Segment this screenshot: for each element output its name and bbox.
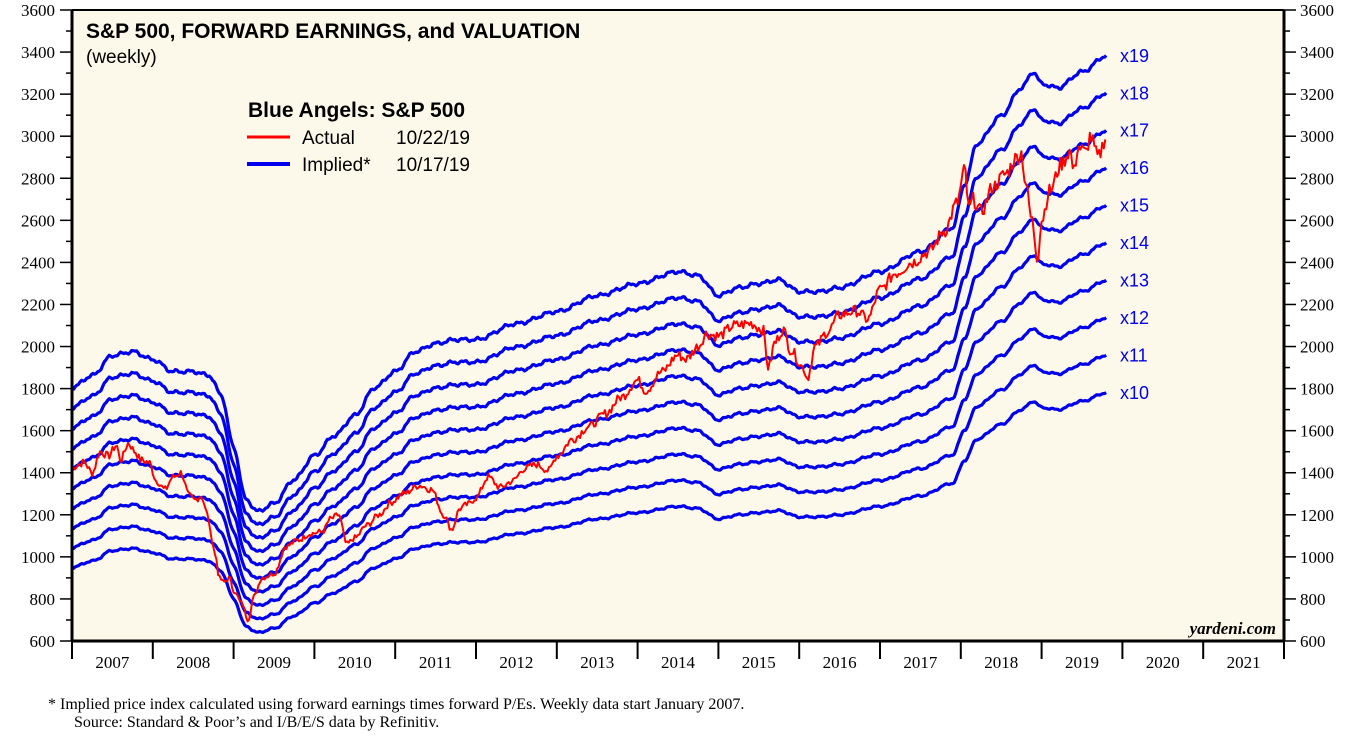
- chart: 600 800 1000 1200 1400 1600 1800 2000 2200 2400 26…: [21, 1, 1334, 672]
- x-tick-label: 2014: [661, 653, 696, 672]
- band-label-x19: x19: [1120, 46, 1149, 66]
- y-tick-label-right: 3600: [1300, 1, 1334, 20]
- y-tick-label-left: 1400: [21, 464, 55, 483]
- watermark: yardeni.com: [1188, 619, 1276, 638]
- band-label-x18: x18: [1120, 83, 1149, 103]
- x-tick-label: 2008: [176, 653, 210, 672]
- y-tick-label-left: 2000: [21, 338, 55, 357]
- legend: Blue Angels: S&P 500 Actual 10/22/19 Imp…: [247, 99, 470, 176]
- x-tick-label: 2012: [499, 653, 533, 672]
- y-tick-label-left: 3000: [21, 127, 55, 146]
- chart-title: S&P 500, FORWARD EARNINGS, and VALUATION: [86, 20, 580, 43]
- x-tick-label: 2017: [903, 653, 938, 672]
- y-tick-label-left: 1600: [21, 422, 55, 441]
- x-tick-label: 2009: [257, 653, 291, 672]
- y-tick-label-right: 3000: [1300, 127, 1334, 146]
- legend-title: Blue Angels: S&P 500: [248, 99, 465, 122]
- y-axis-right: 600 800 1000 1200 1400 1600 1800 2000 2200 2400 26…: [1284, 1, 1334, 651]
- band-label-x11: x11: [1120, 345, 1148, 365]
- x-tick-label: 2016: [823, 653, 857, 672]
- y-tick-label-right: 3200: [1300, 85, 1334, 104]
- y-tick-label-left: 1000: [21, 548, 55, 567]
- y-tick-label-right: 1600: [1300, 422, 1334, 441]
- actual-series: [71, 131, 1107, 623]
- x-tick-label: 2019: [1065, 653, 1099, 672]
- y-tick-label-right: 1200: [1300, 506, 1334, 525]
- band-label-x16: x16: [1120, 158, 1149, 178]
- footnote-line-1: * Implied price index calculated using f…: [48, 696, 745, 713]
- x-tick-label: 2011: [419, 653, 452, 672]
- band-label-x12: x12: [1120, 308, 1149, 328]
- y-tick-label-right: 1400: [1300, 464, 1334, 483]
- y-tick-label-right: 2000: [1300, 338, 1334, 357]
- y-tick-label-right: 600: [1300, 632, 1326, 651]
- band-label-x15: x15: [1120, 196, 1149, 216]
- y-tick-label-left: 3200: [21, 85, 55, 104]
- band-line-x17: [72, 129, 1108, 540]
- band-line-x10: [72, 391, 1107, 635]
- implied-bands: [72, 54, 1108, 635]
- y-tick-label-right: 1800: [1300, 380, 1334, 399]
- y-tick-label-right: 1000: [1300, 548, 1334, 567]
- legend-label-actual: Actual: [302, 128, 355, 149]
- y-tick-label-left: 2200: [21, 295, 55, 314]
- band-labels: x10 x11 x12 x13 x14 x15 x16 x17 x18 x19: [1120, 46, 1149, 403]
- y-tick-label-left: 3600: [21, 1, 55, 20]
- y-tick-label-left: 2400: [21, 253, 55, 272]
- y-tick-label-right: 3400: [1300, 43, 1334, 62]
- y-tick-label-left: 1800: [21, 380, 55, 399]
- band-line-x12: [72, 316, 1108, 608]
- y-tick-label-right: 800: [1300, 590, 1326, 609]
- legend-label-implied: Implied*: [302, 155, 371, 176]
- band-line-x18: [72, 91, 1108, 527]
- y-tick-label-right: 2800: [1300, 169, 1334, 188]
- band-label-x17: x17: [1120, 121, 1149, 141]
- y-tick-label-left: 800: [30, 590, 56, 609]
- band-label-x14: x14: [1120, 233, 1149, 253]
- band-line-x14: [72, 241, 1108, 581]
- y-tick-label-left: 1200: [21, 506, 55, 525]
- x-tick-label: 2021: [1227, 653, 1261, 672]
- y-tick-label-left: 2800: [21, 169, 55, 188]
- y-tick-label-right: 2400: [1300, 253, 1334, 272]
- band-line-x19: [72, 54, 1108, 513]
- footnote-line-2: Source: Standard & Poor’s and I/B/E/S da…: [74, 714, 440, 731]
- y-tick-label-left: 3400: [21, 43, 55, 62]
- y-tick-label-left: 600: [30, 632, 56, 651]
- chart-subtitle: (weekly): [86, 47, 157, 68]
- legend-date-implied: 10/17/19: [396, 155, 470, 176]
- x-axis: 2007 2008 2009 2010 2011 2012 2013 2014 2015 2016…: [71, 641, 1285, 672]
- x-tick-label: 2007: [95, 653, 130, 672]
- y-tick-label-left: 2600: [21, 211, 55, 230]
- band-line-x13: [72, 278, 1108, 594]
- y-tick-label-right: 2600: [1300, 211, 1334, 230]
- actual-line: [71, 131, 1107, 623]
- band-label-x10: x10: [1120, 383, 1149, 403]
- x-tick-label: 2015: [742, 653, 776, 672]
- x-tick-label: 2013: [580, 653, 614, 672]
- band-line-x16: [72, 166, 1108, 554]
- y-tick-label-right: 2200: [1300, 295, 1334, 314]
- legend-date-actual: 10/22/19: [396, 128, 470, 149]
- band-label-x13: x13: [1120, 271, 1149, 291]
- y-axis-left: 600 800 1000 1200 1400 1600 1800 2000 2200 2400 26…: [21, 1, 72, 651]
- x-tick-label: 2018: [984, 653, 1018, 672]
- x-tick-label: 2010: [338, 653, 372, 672]
- x-tick-label: 2020: [1146, 653, 1180, 672]
- band-line-x15: [72, 204, 1108, 567]
